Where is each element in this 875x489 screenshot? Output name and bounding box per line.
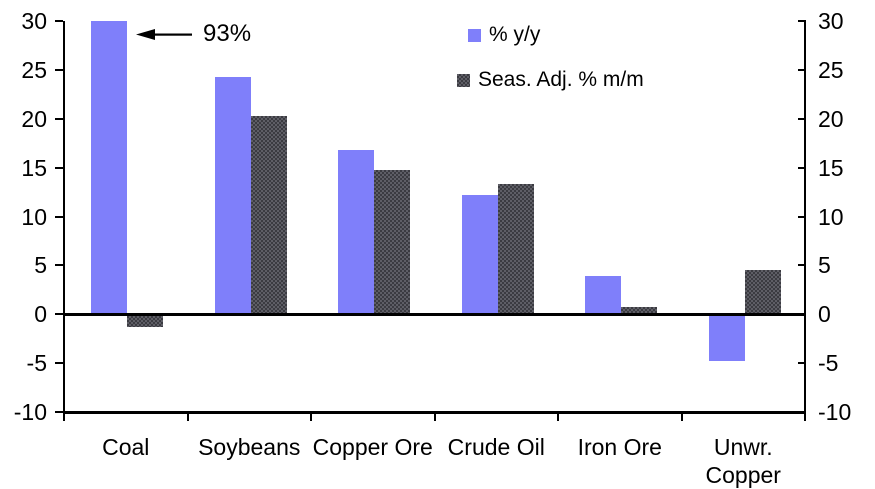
y-tick-left [55,20,63,22]
bar-mm-soybeans [250,115,287,315]
x-boundary-tick [433,412,436,421]
category-label-iron-ore: Iron Ore [577,434,662,460]
y-tick-left [55,264,63,267]
bar-mm-unwr-copper [744,270,781,315]
y-tick-right [798,264,806,267]
y-tick-label-left: 5 [34,252,47,279]
y-tick-left [55,166,63,169]
coal-annotation: 93% [133,20,251,48]
y-tick-label-left: 25 [21,56,47,83]
y-tick-left [55,68,63,71]
zero-line [64,313,805,317]
y-tick-right [798,117,806,120]
y-tick-label-right: 10 [818,203,844,230]
x-boundary-tick [680,412,683,421]
x-boundary-tick [557,412,559,421]
legend-item-yy: % y/y [468,23,644,46]
category-label-unwr-copper: Unwr. Copper [705,434,781,488]
y-tick-left [55,117,63,120]
bar-yy-soybeans [214,76,251,315]
y-tick-right [798,362,806,365]
bar-yy-crude-oil [461,194,498,315]
y-axis-left [63,21,65,421]
category-label-coal: Coal [102,434,150,460]
category-label-crude-oil: Crude Oil [447,434,545,460]
category-label-soybeans: Soybeans [198,434,301,460]
y-tick-label-left: 20 [21,105,47,132]
legend: % y/y Seas. Adj. % m/m [455,23,644,114]
legend-swatch-yy-icon [468,28,481,42]
bar-yy-coal [91,21,127,315]
y-tick-right [798,166,806,169]
y-tick-label-right: 15 [818,154,844,181]
y-tick-label-right: 0 [818,301,831,328]
y-tick-label-right: 30 [818,8,844,34]
bar-yy-iron-ore [585,276,621,315]
y-tick-right [798,20,806,22]
annotation-text: 93% [203,20,252,47]
bar-mm-crude-oil [497,184,534,315]
y-tick-left [55,215,63,218]
y-tick-left [55,313,63,316]
y-tick-label-left: 10 [21,203,47,230]
annotation-arrow-icon [136,28,192,40]
y-tick-right [798,68,806,71]
legend-label-yy: % y/y [489,23,541,46]
bar-yy-copper-ore [338,150,374,315]
y-tick-label-left: 15 [21,154,47,181]
legend-swatch-mm-icon [457,73,470,87]
x-boundary-tick [310,412,312,421]
bar-mm-copper-ore [374,169,410,315]
bar-yy-unwr-copper [708,314,745,362]
y-tick-right [798,215,806,218]
legend-item-mm: Seas. Adj. % m/m [457,68,644,91]
y-tick-label-left: 30 [21,8,47,34]
y-tick-left [55,362,63,365]
y-tick-label-right: 25 [818,56,844,83]
category-label-copper-ore: Copper Ore [312,434,433,460]
y-tick-label-right: 20 [818,105,844,132]
legend-label-mm: Seas. Adj. % m/m [478,68,644,91]
x-boundary-tick [186,412,189,421]
y-tick-label-right: -10 [818,399,852,425]
y-tick-right [798,411,806,413]
y-tick-left [55,411,63,413]
y-tick-label-left: -5 [26,350,47,377]
x-boundary-tick [63,412,65,421]
y-tick-label-left: 0 [34,301,47,328]
bar-mm-iron-ore [621,307,657,315]
y-tick-label-right: -5 [818,350,839,377]
y-tick-label-left: -10 [13,399,47,425]
x-boundary-tick [804,412,806,421]
y-tick-label-right: 5 [818,252,831,279]
y-axis-right [804,21,806,421]
bar-mm-coal [127,314,163,327]
